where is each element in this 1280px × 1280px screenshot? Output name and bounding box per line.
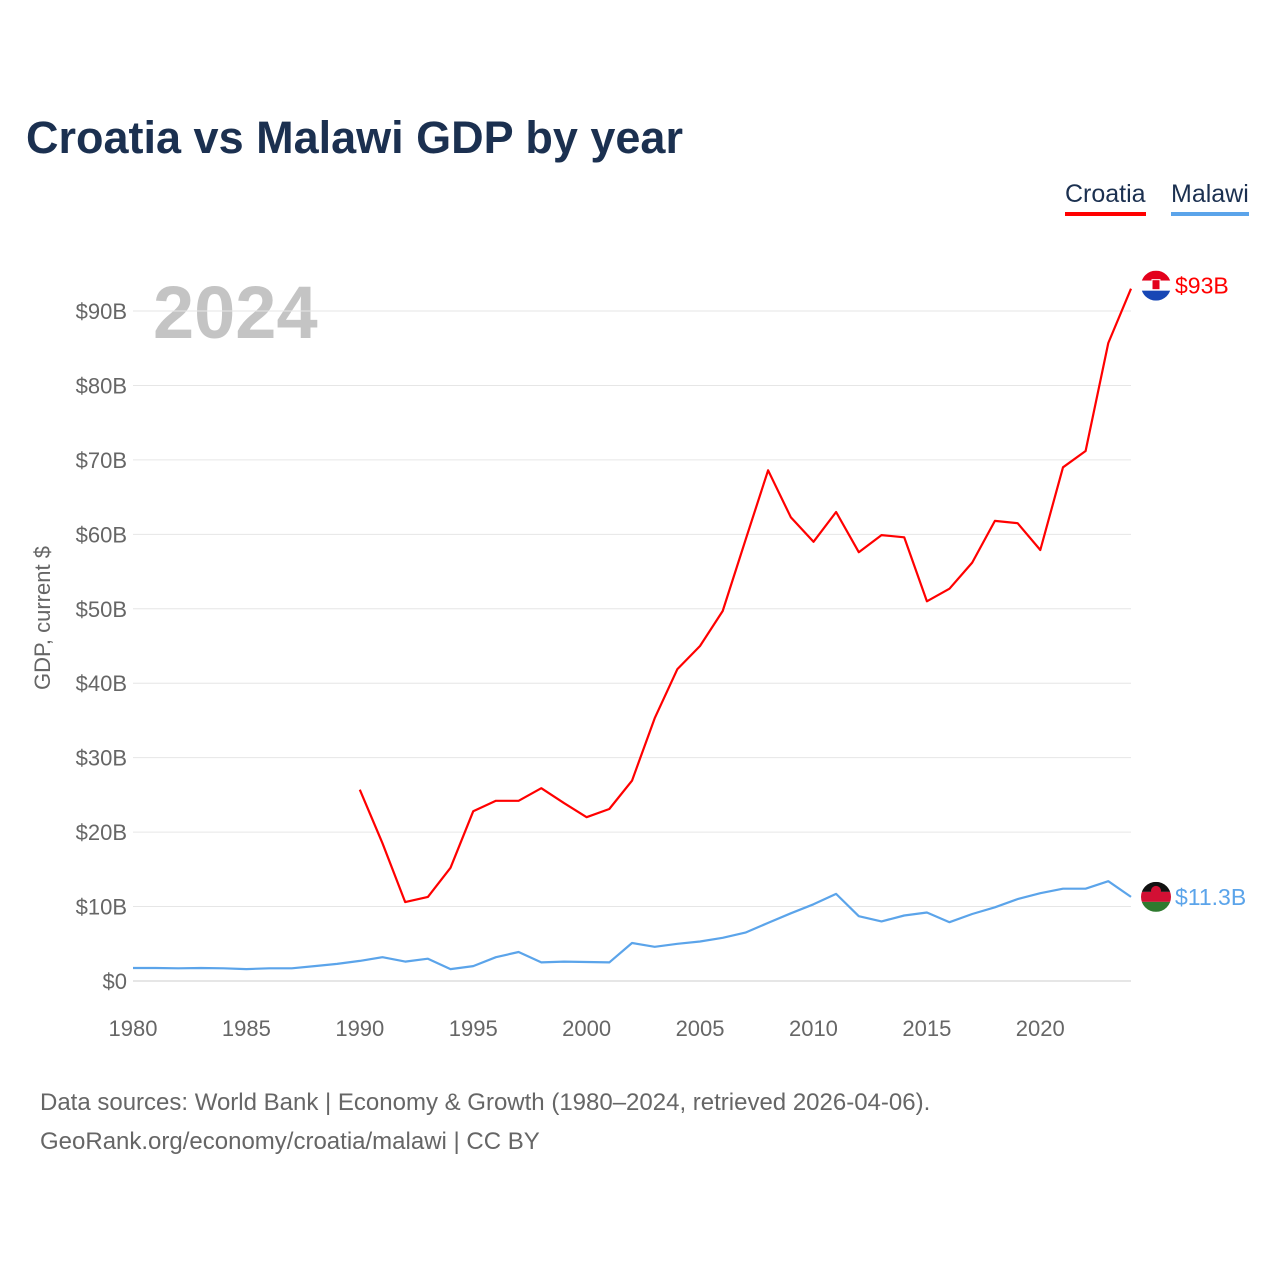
y-tick-label: $90B	[76, 299, 127, 324]
y-axis-label: GDP, current $	[30, 546, 55, 690]
footer: Data sources: World Bank | Economy & Gro…	[40, 1083, 930, 1161]
y-tick-label: $80B	[76, 373, 127, 398]
source-text: Data sources: World Bank | Economy & Gro…	[40, 1089, 931, 1116]
y-tick-label: $0	[103, 969, 127, 994]
x-tick-label: 2015	[902, 1016, 951, 1041]
flag-icon-croatia	[1141, 270, 1171, 301]
y-tick-label: $70B	[76, 448, 127, 473]
x-tick-label: 1980	[109, 1016, 158, 1041]
series-line-croatia	[358, 288, 1133, 904]
legend-item-croatia[interactable]: Croatia	[1065, 180, 1146, 216]
x-tick-label: 2000	[562, 1016, 611, 1041]
x-tick-label: 2020	[1016, 1016, 1065, 1041]
x-tick-label: 2010	[789, 1016, 838, 1041]
legend-item-malawi[interactable]: Malawi	[1171, 180, 1249, 216]
x-tick-label: 1990	[335, 1016, 384, 1041]
year-watermark: 2024	[153, 271, 318, 354]
y-tick-label: $10B	[76, 895, 127, 920]
x-tick-label: 2005	[676, 1016, 725, 1041]
y-tick-label: $60B	[76, 522, 127, 547]
end-label-croatia: $93B	[1175, 273, 1229, 299]
y-tick-label: $30B	[76, 746, 127, 771]
y-tick-label: $20B	[76, 820, 127, 845]
x-tick-label: 1995	[449, 1016, 498, 1041]
series-line-malawi	[133, 880, 1132, 971]
y-tick-label: $50B	[76, 597, 127, 622]
y-tick-label: $40B	[76, 671, 127, 696]
end-label-malawi: $11.3B	[1175, 884, 1246, 910]
flag-icon-malawi	[1141, 881, 1171, 912]
chart-title: Croatia vs Malawi GDP by year	[26, 112, 683, 163]
source-link[interactable]: GeoRank.org/economy/croatia/malawi | CC …	[40, 1128, 540, 1155]
x-tick-label: 1985	[222, 1016, 271, 1041]
